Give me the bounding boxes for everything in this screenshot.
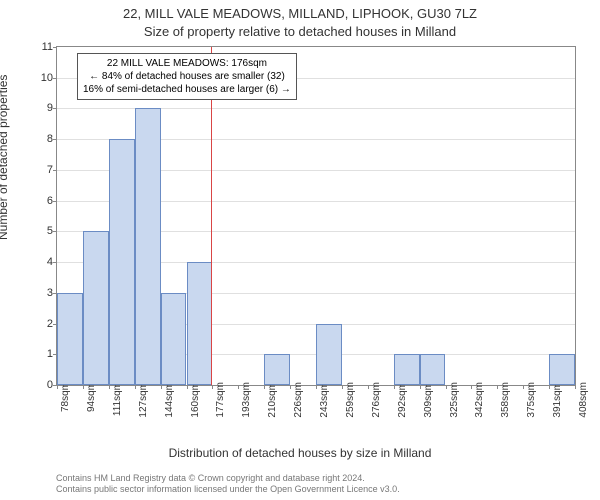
annotation-line3: 16% of semi-detached houses are larger (… [83, 83, 291, 96]
x-tick-label: 193sqm [241, 382, 252, 418]
x-tick-label: 160sqm [190, 382, 201, 418]
x-tick-label: 259sqm [345, 382, 356, 418]
annotation-line1: 22 MILL VALE MEADOWS: 176sqm [83, 57, 291, 70]
x-tick-mark [523, 385, 524, 389]
y-tick-mark [53, 78, 57, 79]
x-tick-mark [394, 385, 395, 389]
histogram-bar [135, 108, 161, 385]
x-tick-label: 342sqm [474, 382, 485, 418]
x-tick-label: 127sqm [138, 382, 149, 418]
y-tick-mark [53, 201, 57, 202]
x-tick-mark [161, 385, 162, 389]
x-tick-label: 177sqm [215, 382, 226, 418]
x-tick-mark [264, 385, 265, 389]
x-tick-mark [368, 385, 369, 389]
x-tick-label: 292sqm [397, 382, 408, 418]
x-tick-mark [575, 385, 576, 389]
x-tick-mark [316, 385, 317, 389]
histogram-bar [420, 354, 446, 385]
histogram-bar [316, 324, 342, 385]
x-tick-label: 375sqm [526, 382, 537, 418]
y-tick-label: 5 [33, 225, 53, 237]
chart-container: 22, MILL VALE MEADOWS, MILLAND, LIPHOOK,… [0, 0, 600, 500]
x-tick-mark [497, 385, 498, 389]
footer-line2: Contains public sector information licen… [56, 484, 400, 496]
y-tick-label: 6 [33, 195, 53, 207]
histogram-bar [109, 139, 135, 385]
x-tick-mark [57, 385, 58, 389]
x-tick-label: 210sqm [267, 382, 278, 418]
x-tick-mark [342, 385, 343, 389]
x-tick-mark [446, 385, 447, 389]
y-tick-label: 11 [33, 41, 53, 53]
histogram-bar [161, 293, 187, 385]
x-tick-label: 78sqm [60, 382, 71, 412]
histogram-bar [264, 354, 290, 385]
x-tick-label: 358sqm [500, 382, 511, 418]
histogram-bar [187, 262, 213, 385]
y-tick-mark [53, 108, 57, 109]
y-tick-label: 2 [33, 318, 53, 330]
x-tick-label: 94sqm [86, 382, 97, 412]
y-tick-label: 9 [33, 102, 53, 114]
chart-title-line2: Size of property relative to detached ho… [0, 24, 600, 39]
annotation-box: 22 MILL VALE MEADOWS: 176sqm ← 84% of de… [77, 53, 297, 100]
x-tick-mark [471, 385, 472, 389]
x-tick-label: 144sqm [164, 382, 175, 418]
y-tick-mark [53, 47, 57, 48]
y-tick-mark [53, 170, 57, 171]
x-tick-mark [187, 385, 188, 389]
x-tick-mark [109, 385, 110, 389]
x-tick-label: 276sqm [371, 382, 382, 418]
x-tick-mark [83, 385, 84, 389]
histogram-bar [57, 293, 83, 385]
x-tick-mark [238, 385, 239, 389]
x-tick-mark [135, 385, 136, 389]
plot-area: 0123456789101178sqm94sqm111sqm127sqm144s… [56, 46, 576, 386]
y-tick-label: 1 [33, 348, 53, 360]
annotation-line2: ← 84% of detached houses are smaller (32… [83, 70, 291, 83]
y-tick-label: 0 [33, 379, 53, 391]
histogram-bar [549, 354, 575, 385]
chart-title-line1: 22, MILL VALE MEADOWS, MILLAND, LIPHOOK,… [0, 6, 600, 21]
histogram-bar [394, 354, 420, 385]
footer-line1: Contains HM Land Registry data © Crown c… [56, 473, 400, 485]
x-tick-label: 226sqm [293, 382, 304, 418]
x-tick-label: 408sqm [578, 382, 589, 418]
x-tick-mark [212, 385, 213, 389]
y-tick-mark [53, 262, 57, 263]
histogram-bar [83, 231, 109, 385]
x-tick-mark [549, 385, 550, 389]
x-tick-mark [290, 385, 291, 389]
x-tick-label: 309sqm [423, 382, 434, 418]
y-axis-label: Number of detached properties [0, 75, 10, 240]
y-tick-label: 3 [33, 287, 53, 299]
y-tick-mark [53, 231, 57, 232]
y-tick-label: 8 [33, 133, 53, 145]
x-axis-label: Distribution of detached houses by size … [0, 446, 600, 460]
y-tick-label: 10 [33, 72, 53, 84]
y-tick-label: 4 [33, 256, 53, 268]
x-tick-mark [420, 385, 421, 389]
x-tick-label: 243sqm [319, 382, 330, 418]
x-tick-label: 325sqm [449, 382, 460, 418]
y-tick-mark [53, 139, 57, 140]
x-tick-label: 111sqm [112, 382, 123, 416]
footer-credits: Contains HM Land Registry data © Crown c… [56, 473, 400, 496]
y-tick-label: 7 [33, 164, 53, 176]
x-tick-label: 391sqm [552, 382, 563, 418]
